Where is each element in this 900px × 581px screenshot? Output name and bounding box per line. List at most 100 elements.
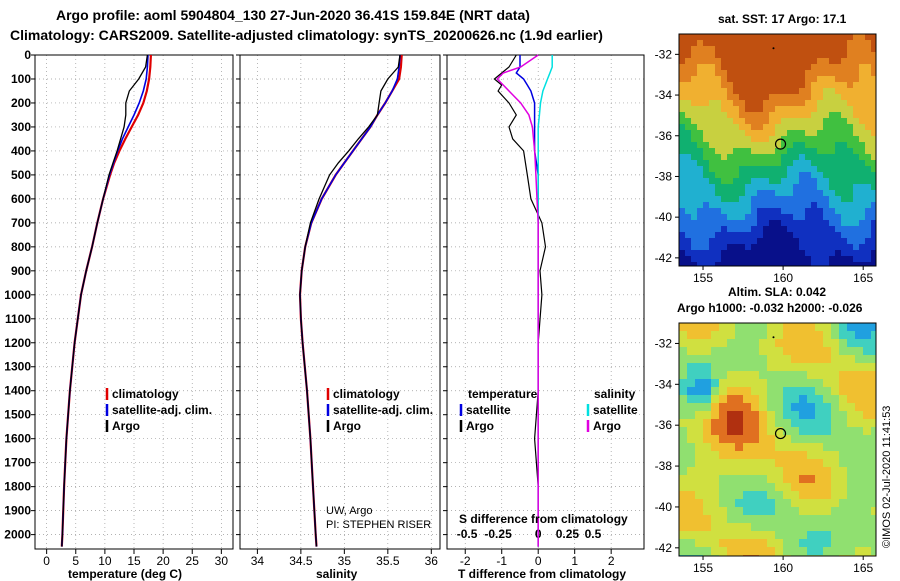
map-cell (847, 34, 853, 40)
map-cell (811, 178, 817, 184)
map-cell (727, 88, 733, 94)
map-cell (807, 539, 815, 547)
map-cell (745, 178, 751, 184)
map-cell (697, 100, 703, 106)
map-cell (841, 238, 847, 244)
map-cell (775, 395, 783, 403)
map-cell (805, 94, 811, 100)
map-cell (835, 202, 841, 208)
map-cell (835, 34, 841, 40)
map-cell (687, 387, 695, 395)
map-cell (719, 435, 727, 443)
map-cell (863, 499, 871, 507)
map-cell (841, 214, 847, 220)
map-cell (763, 166, 769, 172)
map-cell (805, 256, 811, 262)
map-cell (751, 82, 757, 88)
map-cell (841, 220, 847, 226)
map-cell (799, 112, 805, 118)
map-cell (817, 70, 823, 76)
map-cell (703, 515, 711, 523)
map-cell (733, 100, 739, 106)
map-cell (687, 475, 695, 483)
map-cell (775, 515, 783, 523)
map-cell (743, 363, 751, 371)
map-cell (863, 331, 871, 339)
map-cell (703, 82, 709, 88)
map-lat-label: -42 (655, 541, 673, 555)
map-cell (727, 459, 735, 467)
map-cell (739, 142, 745, 148)
map-cell (847, 136, 853, 142)
map-cell (745, 208, 751, 214)
map-cell (799, 256, 805, 262)
map-cell (787, 88, 793, 94)
map-cell (807, 379, 815, 387)
map-cell (835, 190, 841, 196)
map-cell (695, 411, 703, 419)
map-cell (787, 82, 793, 88)
map-cell (709, 256, 715, 262)
map-cell (703, 100, 709, 106)
map-cell (859, 88, 865, 94)
map-cell (679, 154, 685, 160)
map-cell (763, 58, 769, 64)
series-t-satellite (515, 55, 539, 547)
map-cell (859, 202, 865, 208)
map-cell (691, 82, 697, 88)
map-cell (787, 238, 793, 244)
map-cell (727, 82, 733, 88)
map-cell (787, 178, 793, 184)
map-cell (759, 435, 767, 443)
map-cell (769, 136, 775, 142)
map-cell (805, 70, 811, 76)
map-cell (703, 58, 709, 64)
map-cell (811, 118, 817, 124)
map-cell (815, 491, 823, 499)
map-cell (733, 58, 739, 64)
map-cell (679, 214, 685, 220)
map-cell (807, 531, 815, 539)
map-cell (695, 387, 703, 395)
map-cell (687, 355, 695, 363)
map-cell (733, 250, 739, 256)
map-cell (823, 483, 831, 491)
map-cell (835, 214, 841, 220)
map-cell (805, 244, 811, 250)
map-cell (817, 256, 823, 262)
map-cell (703, 339, 711, 347)
map-cell (727, 178, 733, 184)
map-cell (829, 94, 835, 100)
map-cell (745, 136, 751, 142)
sst-map-title: sat. SST: 17 Argo: 17.1 (718, 12, 847, 26)
map-cell (715, 232, 721, 238)
map-cell (841, 124, 847, 130)
depth-tick-label: 1900 (4, 504, 31, 518)
map-cell (853, 70, 859, 76)
map-cell (859, 82, 865, 88)
map-cell (719, 539, 727, 547)
map-cell (793, 250, 799, 256)
map-cell (751, 40, 757, 46)
map-cell (807, 507, 815, 515)
map-cell (793, 82, 799, 88)
map-cell (751, 130, 757, 136)
map-cell (823, 214, 829, 220)
map-cell (831, 395, 839, 403)
map-cell (839, 459, 847, 467)
map-cell (847, 100, 853, 106)
map-cell (811, 34, 817, 40)
map-cell (823, 136, 829, 142)
map-cell (855, 339, 863, 347)
map-cell (829, 58, 835, 64)
map-cell (863, 339, 871, 347)
map-cell (855, 539, 863, 547)
map-cell (817, 220, 823, 226)
map-cell (715, 238, 721, 244)
map-cell (793, 40, 799, 46)
map-cell (793, 256, 799, 262)
map-cell (799, 435, 807, 443)
map-cell (703, 214, 709, 220)
map-cell (775, 459, 783, 467)
map-cell (703, 531, 711, 539)
